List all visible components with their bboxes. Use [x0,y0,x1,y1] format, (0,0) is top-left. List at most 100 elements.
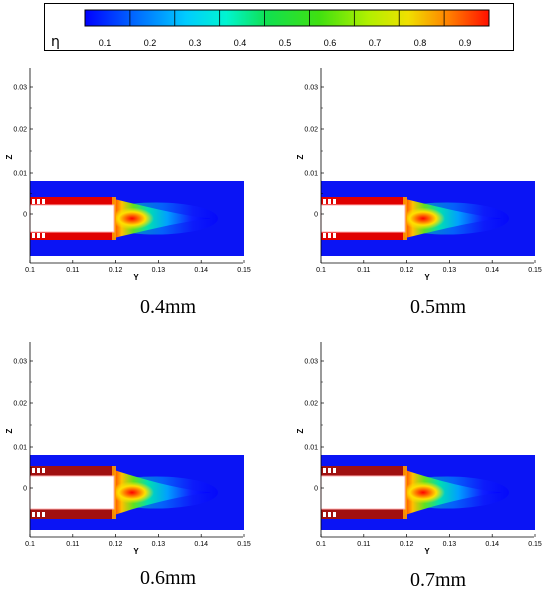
z-axis-label: Z [5,428,14,433]
z-tick-label: 0 [23,486,27,493]
wall-notch [32,512,35,517]
plume-core [110,207,154,230]
wall-notch [42,233,45,238]
y-axis-label: Y [424,273,430,282]
z-axis-label: Z [296,428,305,433]
y-tick-label: 0.13 [152,541,166,548]
z-tick-label: 0 [23,212,27,219]
z-tick-label: 0 [314,486,318,493]
y-axis-label: Y [424,547,430,556]
y-tick-label: 0.15 [237,267,251,274]
z-tick-label: 0.02 [13,127,27,134]
wall-notch [37,233,40,238]
orifice-wall-upper [30,466,114,476]
wall-notch [328,468,331,473]
legend-tick-label: 0.5 [279,38,292,48]
wall-notch [32,468,35,473]
orifice-bore [30,476,114,509]
wall-notch [37,199,40,204]
caption-0.5mm: 0.5mm [409,296,467,318]
wall-notch [333,199,336,204]
orifice-wall-lower [30,509,114,519]
legend-tick-label: 0.2 [144,38,157,48]
z-tick-label: 0.03 [13,359,27,366]
z-axis-label: Z [5,154,14,159]
orifice-wall-upper [30,197,114,205]
z-tick-label: 0.02 [304,401,318,408]
orifice-wall-lower [30,232,114,240]
z-tick-label: 0.03 [13,85,27,92]
y-tick-label: 0.1 [316,541,326,548]
z-tick-label: 0.01 [304,171,318,178]
orifice-wall-lower [321,509,405,519]
z-tick-label: 0.01 [13,171,27,178]
y-tick-label: 0.12 [109,541,123,548]
y-tick-label: 0.1 [25,541,35,548]
z-axis-label: Z [296,154,305,159]
wall-notch [37,512,40,517]
z-tick-label: 0.03 [304,85,318,92]
wall-notch [32,199,35,204]
wall-notch [333,512,336,517]
caption-0.6mm: 0.6mm [139,567,197,589]
y-tick-label: 0.12 [400,267,414,274]
orifice-wall-upper [321,466,405,476]
z-tick-label: 0.02 [304,127,318,134]
y-tick-label: 0.13 [443,267,457,274]
y-tick-label: 0.14 [485,541,499,548]
y-tick-label: 0.12 [109,267,123,274]
y-tick-label: 0.11 [357,541,370,548]
y-tick-label: 0.11 [357,267,370,274]
y-tick-label: 0.1 [25,267,35,274]
legend-tick-label: 0.1 [99,38,112,48]
z-tick-label: 0.03 [304,359,318,366]
eta-symbol: η [51,34,60,50]
orifice-bore [30,205,114,232]
z-tick-label: 0 [314,212,318,219]
plume-jet [405,470,502,515]
wall-notch [323,233,326,238]
wall-notch [37,468,40,473]
y-tick-label: 0.12 [400,541,414,548]
wall-notch [333,233,336,238]
y-tick-label: 0.14 [194,267,208,274]
caption-0.7mm: 0.7mm [409,569,467,591]
plume-core [401,207,445,230]
orifice-bore [321,205,405,232]
contour-panel-0.4mm: 0.03 0.02 0.01 0 0.1 0.11 0.12 0.13 0.14 0.15 Y Z [5,62,251,282]
wall-notch [32,233,35,238]
legend-tick-label: 0.3 [189,38,202,48]
y-tick-label: 0.13 [443,541,457,548]
wall-notch [323,468,326,473]
z-tick-label: 0.01 [13,445,27,452]
wall-notch [333,468,336,473]
y-tick-label: 0.14 [194,541,208,548]
contour-panel-0.7mm: 0.03 0.02 0.01 0 0.1 0.11 0.12 0.13 0.14 0.15 Y Z [296,336,542,556]
wall-notch [328,233,331,238]
legend-tick-label: 0.9 [459,38,472,48]
legend-tick-label: 0.8 [414,38,427,48]
y-tick-label: 0.15 [528,267,542,274]
y-tick-label: 0.11 [66,541,79,548]
color-legend: η 0.1 0.2 0.3 0.4 0.5 0.6 0.7 0.8 0.9 [44,3,514,51]
wall-notch [323,512,326,517]
wall-notch [42,512,45,517]
plume-jet [114,470,211,515]
y-axis-label: Y [133,273,139,282]
caption-0.4mm: 0.4mm [139,296,197,318]
wall-notch [328,199,331,204]
plume-core [401,481,445,504]
wall-notch [42,199,45,204]
y-tick-label: 0.11 [66,267,79,274]
orifice-wall-lower [321,232,405,240]
contour-panel-0.5mm: 0.03 0.02 0.01 0 0.1 0.11 0.12 0.13 0.14 0.15 Y Z [296,62,542,282]
orifice-wall-upper [321,197,405,205]
legend-tick-label: 0.4 [234,38,247,48]
plume-core [110,481,154,504]
legend-tick-label: 0.6 [324,38,337,48]
y-axis-label: Y [133,547,139,556]
z-tick-label: 0.01 [304,445,318,452]
wall-notch [42,468,45,473]
legend-tick-label: 0.7 [369,38,382,48]
wall-notch [323,199,326,204]
